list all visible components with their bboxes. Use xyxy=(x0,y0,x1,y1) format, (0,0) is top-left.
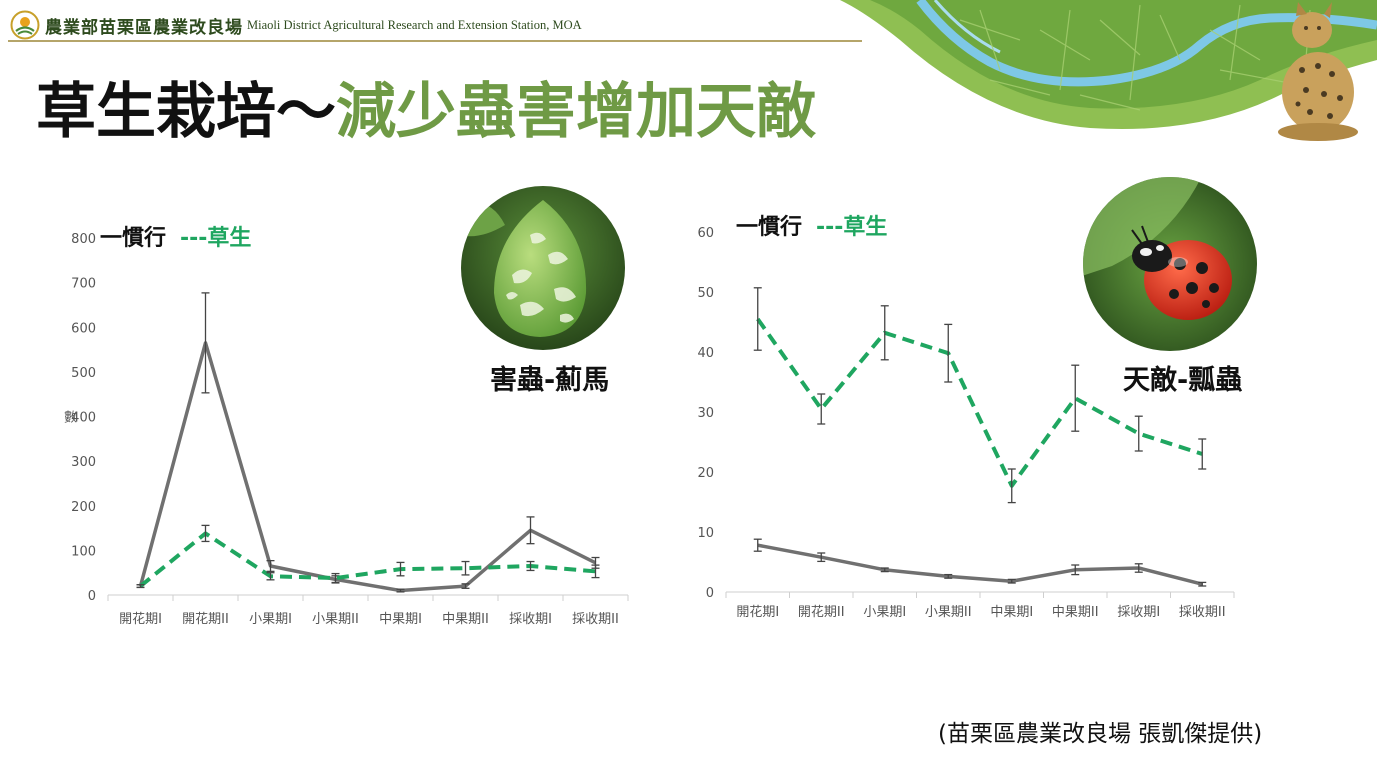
header-divider xyxy=(8,40,862,42)
thrips-error-bar xyxy=(591,564,600,579)
thrips-y-tick: 0 xyxy=(88,589,96,604)
ladybird-error-bar xyxy=(880,567,889,573)
thrips-series-conventional-line xyxy=(138,341,597,593)
thrips-error-bar xyxy=(331,572,340,584)
thrips-error-bar xyxy=(201,524,210,543)
thrips-error-bar xyxy=(201,292,210,394)
ladybird-error-bar xyxy=(1071,364,1080,432)
thrips-x-tick-label: 開花期II xyxy=(182,611,229,627)
ladybird-y-tick: 0 xyxy=(706,586,714,601)
ladybird-y-tick: 20 xyxy=(697,466,714,481)
ladybird-x-tick-label: 中果期I xyxy=(990,605,1033,620)
thrips-series-grass-line xyxy=(139,531,596,588)
thrips-error-bar xyxy=(396,588,405,593)
thrips-error-bar xyxy=(526,560,535,572)
thrips-y-tick: 700 xyxy=(71,277,96,292)
thrips-x-tick-label: 採收期I xyxy=(509,612,552,627)
thrips-y-tick: 400 xyxy=(71,411,96,426)
ladybird-y-tick: 40 xyxy=(697,346,714,361)
thrips-y-axis-label: 數 xyxy=(64,411,77,426)
ladybird-error-bar xyxy=(1007,468,1016,504)
ladybird-error-bar xyxy=(1134,563,1143,573)
ladybird-error-bar xyxy=(1198,438,1207,470)
ladybird-error-bar xyxy=(944,573,953,579)
ladybird-series-grass-line xyxy=(756,317,1203,488)
thrips-legend-entry: 一慣行 xyxy=(100,225,166,251)
ladybird-series-conventional-line xyxy=(757,543,1203,586)
ladybird-x-tick-label: 中果期II xyxy=(1052,605,1099,620)
ladybird-x-tick-label: 採收期II xyxy=(1179,605,1226,620)
ladybird-error-bar xyxy=(753,538,762,552)
slide-title: 草生栽培～減少蟲害增加天敵 xyxy=(36,70,816,154)
thrips-y-tick: 800 xyxy=(71,232,96,247)
ladybird-error-bar xyxy=(817,393,826,425)
station-logo-icon xyxy=(10,10,40,40)
organization-header: 農業部苗栗區農業改良場 Miaoli District Agricultural… xyxy=(10,8,582,42)
thrips-x-tick-label: 小果期I xyxy=(249,612,292,627)
ladybird-y-tick: 30 xyxy=(697,406,714,421)
ladybird-error-bar xyxy=(817,552,826,563)
ladybird-error-bar xyxy=(1134,415,1143,452)
thrips-error-bar xyxy=(526,516,535,545)
ladybird-x-tick-label: 開花期II xyxy=(798,604,845,620)
thrips-x-tick-label: 中果期II xyxy=(442,612,489,627)
ladybird-error-bar xyxy=(1007,578,1016,584)
thrips-y-tick: 300 xyxy=(71,455,96,470)
thrips-legend: 一慣行 ---草生 xyxy=(100,225,251,251)
ladybird-legend-entry: 一慣行 xyxy=(736,214,802,240)
ladybird-error-bar xyxy=(944,323,953,383)
title-part-main: 草生栽培～ xyxy=(36,77,336,147)
pest-photo-thrips-pomelo xyxy=(461,186,625,350)
thrips-error-bar xyxy=(396,561,405,577)
thrips-y-tick: 500 xyxy=(71,366,96,381)
pest-label: 害蟲-薊馬 xyxy=(490,365,610,396)
thrips-x-tick-label: 小果期II xyxy=(312,612,359,627)
enemy-label: 天敵-瓢蟲 xyxy=(1123,365,1243,396)
thrips-x-tick-label: 採收期II xyxy=(572,612,619,627)
ladybird-x-tick-label: 小果期II xyxy=(925,605,972,620)
thrips-error-bar xyxy=(266,572,275,581)
thrips-error-bar xyxy=(461,583,470,589)
decorative-map-corner xyxy=(840,0,1377,141)
thrips-error-bar xyxy=(136,584,145,589)
leopard-cat-icon xyxy=(1278,2,1358,141)
enemy-photo-ladybird xyxy=(1083,177,1257,351)
organization-name-zh: 農業部苗栗區農業改良場 xyxy=(45,17,243,38)
thrips-x-tick-label: 中果期I xyxy=(379,612,422,627)
thrips-legend-entry: ---草生 xyxy=(180,225,251,251)
thrips-error-bar xyxy=(266,559,275,572)
ladybird-error-bar xyxy=(1198,581,1207,587)
thrips-error-bar xyxy=(461,560,470,576)
ladybird-y-tick: 10 xyxy=(697,526,714,541)
ladybird-x-tick-label: 採收期I xyxy=(1117,605,1160,620)
ladybird-error-bar xyxy=(880,305,889,361)
thrips-y-tick: 600 xyxy=(71,321,96,336)
title-part-accent: 減少蟲害增加天敵 xyxy=(336,77,816,147)
ladybird-error-bar xyxy=(1071,564,1080,576)
organization-name-en: Miaoli District Agricultural Research an… xyxy=(247,17,582,32)
photo-credit: (苗栗區農業改良場 張凱傑提供) xyxy=(938,721,1263,747)
thrips-y-tick: 200 xyxy=(71,500,96,515)
thrips-x-tick-label: 開花期I xyxy=(119,611,162,627)
ladybird-x-tick-label: 小果期I xyxy=(863,605,906,620)
ladybird-y-tick: 60 xyxy=(697,226,714,241)
ladybird-legend-entry: ---草生 xyxy=(816,214,887,240)
ladybird-error-bar xyxy=(753,287,762,351)
ladybird-x-tick-label: 開花期I xyxy=(736,604,779,620)
thrips-y-tick: 100 xyxy=(71,544,96,559)
ladybird-chart: 0 10 20 30 40 50 60 開花期I 開花期II 小果期I 小果期II 中果期I 中果期II… xyxy=(697,214,1235,620)
ladybird-legend: 一慣行 ---草生 xyxy=(736,214,887,240)
ladybird-y-tick: 50 xyxy=(697,286,714,301)
